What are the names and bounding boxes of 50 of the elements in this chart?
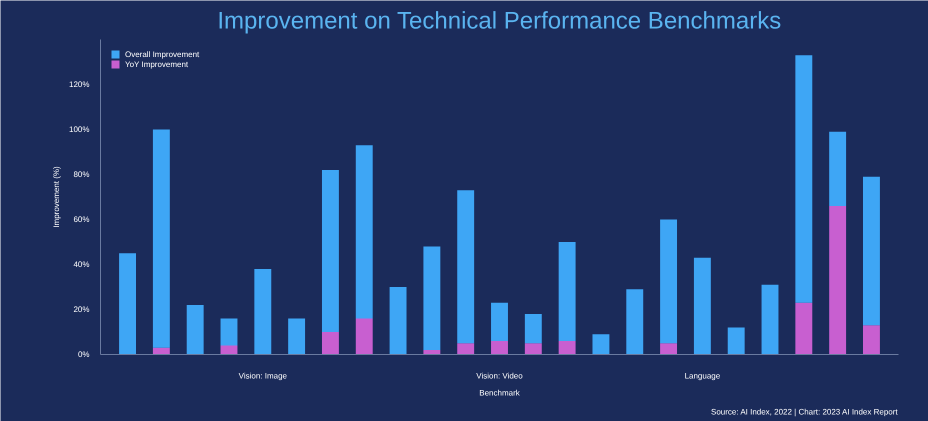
bar — [626, 289, 644, 354]
bar — [322, 332, 339, 354]
bar — [186, 305, 204, 354]
bar — [524, 314, 542, 344]
bar — [220, 318, 238, 346]
bar — [592, 334, 610, 354]
y-tick-label: 40% — [73, 260, 90, 269]
bar — [322, 170, 339, 332]
bar — [829, 132, 846, 206]
bar — [762, 284, 778, 354]
bar — [152, 130, 170, 348]
legend-label: Overall Improvement — [125, 49, 200, 59]
bar — [491, 302, 508, 341]
bar — [728, 328, 745, 354]
bar — [254, 269, 272, 354]
bar — [795, 55, 812, 303]
bar — [119, 253, 136, 354]
bar — [457, 190, 474, 344]
bar — [390, 287, 407, 354]
bar — [862, 176, 880, 326]
chart-title: Improvement on Technical Performance Benchmarks — [217, 8, 782, 34]
y-tick-label: 120% — [69, 80, 90, 89]
bar — [558, 341, 576, 354]
y-tick-label: 0% — [78, 350, 90, 359]
y-tick-label: 80% — [73, 170, 90, 179]
bar — [356, 145, 373, 318]
source-note: Source: AI Index, 2022 | Chart: 2023 AI Index Report — [710, 408, 898, 416]
bar — [694, 258, 711, 354]
bar — [558, 242, 576, 341]
text: Vision: Image — [238, 372, 288, 380]
bar — [660, 343, 678, 354]
y-tick-label: 100% — [69, 125, 90, 134]
bar — [524, 343, 542, 354]
bar — [220, 346, 238, 354]
bar — [829, 206, 846, 354]
text: Vision: Video — [476, 372, 524, 380]
bar — [356, 318, 373, 354]
x-axis-title: Benchmark — [479, 388, 521, 398]
bar — [457, 343, 474, 354]
text: Language — [684, 372, 721, 380]
y-axis-title: Improvement (%) — [52, 166, 62, 228]
bar — [491, 341, 508, 354]
bar — [288, 318, 306, 354]
bar — [660, 220, 678, 344]
y-tick-label: 60% — [73, 215, 90, 224]
legend-label: YoY Improvement — [125, 59, 188, 69]
bar — [862, 325, 880, 354]
y-tick-label: 20% — [73, 305, 90, 314]
bar — [423, 246, 440, 350]
bar — [795, 302, 812, 354]
